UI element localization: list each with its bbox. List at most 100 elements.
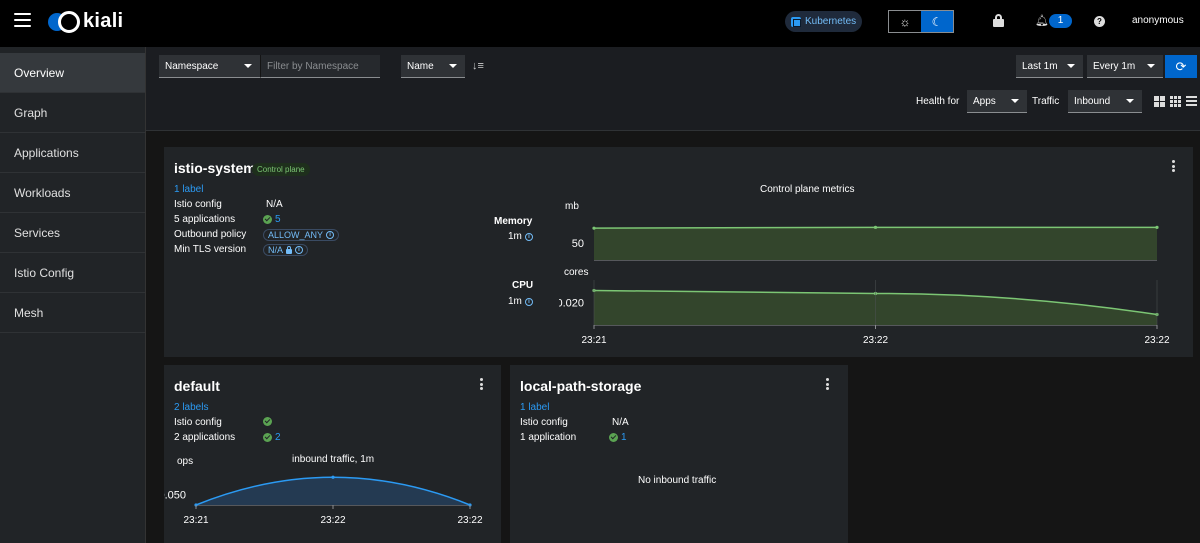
- kebab-menu-icon[interactable]: [480, 378, 483, 392]
- kebab-menu-icon[interactable]: [1172, 160, 1175, 174]
- time-range-value: Last 1m: [1022, 60, 1058, 72]
- health-for-value: Apps: [973, 95, 996, 107]
- sidebar-item-overview[interactable]: Overview: [0, 53, 145, 93]
- lock-icon[interactable]: [993, 14, 1004, 28]
- sun-icon: ☼: [899, 14, 911, 29]
- applications-count: 2: [275, 432, 281, 443]
- health-for-select[interactable]: Apps: [967, 90, 1027, 113]
- memory-label: Memory: [494, 216, 533, 227]
- min-tls-value[interactable]: N/A i: [263, 244, 309, 256]
- istio-config-value: N/A: [612, 417, 629, 428]
- istio-config-health[interactable]: [263, 417, 272, 426]
- moon-icon: ☾: [931, 14, 943, 29]
- metrics-title: Control plane metrics: [760, 184, 855, 195]
- refresh-button[interactable]: ⟳: [1165, 55, 1197, 78]
- sort-field-select[interactable]: Name: [401, 55, 465, 78]
- no-traffic-message: No inbound traffic: [638, 475, 717, 486]
- memory-interval-text: 1m: [508, 231, 522, 242]
- inbound-chart-unit: ops: [177, 456, 194, 467]
- namespace-card-istio-system: istio-system Control plane 1 label Istio…: [164, 147, 1193, 357]
- bell-icon[interactable]: 🔔︎: [1035, 15, 1049, 27]
- applications-health[interactable]: 5: [263, 214, 281, 225]
- data-point: [331, 475, 335, 479]
- check-circle-icon: [609, 433, 618, 442]
- card-title[interactable]: local-path-storage: [520, 378, 642, 394]
- applications-label: 2 applications: [174, 432, 236, 443]
- filter-type-value: Namespace: [165, 60, 219, 72]
- series-line: [593, 289, 1158, 316]
- card-title[interactable]: istio-system: [174, 160, 256, 176]
- data-point: [1155, 225, 1159, 229]
- check-circle-icon: [263, 433, 272, 442]
- cpu-interval-text: 1m: [508, 296, 522, 307]
- sidebar-item-applications[interactable]: Applications: [0, 133, 145, 173]
- y-tick-label: 50: [572, 238, 584, 250]
- outbound-policy-value[interactable]: ALLOW_ANY i: [263, 229, 340, 241]
- sort-direction-icon[interactable]: ↓≡: [472, 60, 484, 72]
- kiali-logo-icon: [48, 10, 80, 33]
- y-tick-label: 0.020: [559, 298, 584, 310]
- applications-label: 1 application: [520, 432, 577, 443]
- sidebar-item-istio-config[interactable]: Istio Config: [0, 253, 145, 293]
- sidebar-item-mesh[interactable]: Mesh: [0, 293, 145, 333]
- notification-count-badge[interactable]: 1: [1049, 14, 1072, 28]
- min-tls-label: Min TLS version: [174, 244, 247, 255]
- labels-link[interactable]: 1 label: [520, 402, 550, 413]
- filter-type-select[interactable]: Namespace: [159, 55, 260, 78]
- namespace-card-local-path-storage: local-path-storage 1 label Istio config …: [510, 365, 848, 543]
- chevron-down-icon: [1067, 64, 1075, 68]
- cluster-badge-label: Kubernetes: [805, 16, 857, 27]
- expand-view-icon[interactable]: [1154, 96, 1165, 107]
- y-tick-label: 0.050: [164, 489, 186, 501]
- outbound-policy-label: Outbound policy: [174, 229, 247, 240]
- refresh-icon: ⟳: [1175, 58, 1187, 74]
- traffic-select[interactable]: Inbound: [1068, 90, 1142, 113]
- refresh-interval-value: Every 1m: [1093, 60, 1136, 72]
- check-circle-icon: [263, 215, 272, 224]
- istio-config-label: Istio config: [174, 417, 222, 428]
- refresh-interval-select[interactable]: Every 1m: [1087, 55, 1163, 78]
- applications-health[interactable]: 2: [263, 432, 281, 443]
- traffic-value: Inbound: [1074, 95, 1111, 107]
- sidebar-item-services[interactable]: Services: [0, 213, 145, 253]
- info-icon: i: [326, 231, 335, 239]
- x-tick-label: 23:22: [863, 335, 888, 346]
- control-plane-badge: Control plane: [252, 163, 310, 176]
- cpu-label: CPU: [512, 280, 534, 291]
- applications-count: 5: [275, 214, 281, 225]
- istio-config-value: N/A: [266, 199, 283, 210]
- applications-count: 1: [621, 432, 627, 443]
- chevron-down-icon: [1011, 99, 1019, 103]
- theme-toggle: ☼ ☾: [888, 10, 954, 33]
- memory-interval[interactable]: 1m i: [508, 231, 533, 242]
- sidebar-nav: Overview Graph Applications Workloads Se…: [0, 47, 146, 543]
- dark-theme-button[interactable]: ☾: [921, 11, 953, 32]
- x-tick-label: 23:22: [1144, 335, 1169, 346]
- namespace-filter-input[interactable]: Filter by Namespace: [260, 55, 380, 78]
- time-range-select[interactable]: Last 1m: [1016, 55, 1083, 78]
- labels-link[interactable]: 2 labels: [174, 402, 209, 413]
- applications-health[interactable]: 1: [609, 432, 627, 443]
- kebab-menu-icon[interactable]: [826, 378, 829, 392]
- labels-link[interactable]: 1 label: [174, 184, 204, 195]
- sidebar-item-graph[interactable]: Graph: [0, 93, 145, 133]
- istio-config-label: Istio config: [520, 417, 568, 428]
- min-tls-text: N/A: [268, 244, 284, 255]
- compact-view-icon[interactable]: [1170, 96, 1181, 107]
- inbound-chart-title: inbound traffic, 1m: [292, 454, 375, 465]
- cluster-badge[interactable]: Kubernetes: [785, 11, 863, 32]
- sidebar-item-workloads[interactable]: Workloads: [0, 173, 145, 213]
- memory-unit-label: mb: [565, 201, 579, 212]
- hamburger-menu-icon[interactable]: [14, 13, 31, 27]
- cpu-interval[interactable]: 1m i: [508, 296, 533, 307]
- info-icon: i: [295, 246, 304, 254]
- help-icon[interactable]: ?: [1094, 16, 1105, 27]
- applications-label: 5 applications: [174, 214, 236, 225]
- istio-config-label: Istio config: [174, 199, 222, 210]
- light-theme-button[interactable]: ☼: [889, 11, 921, 32]
- traffic-label: Traffic: [1032, 96, 1060, 107]
- card-title[interactable]: default: [174, 378, 220, 394]
- user-menu[interactable]: anonymous: [1132, 15, 1184, 26]
- kiali-logo[interactable]: kiali: [48, 10, 123, 33]
- list-view-icon[interactable]: [1186, 96, 1197, 107]
